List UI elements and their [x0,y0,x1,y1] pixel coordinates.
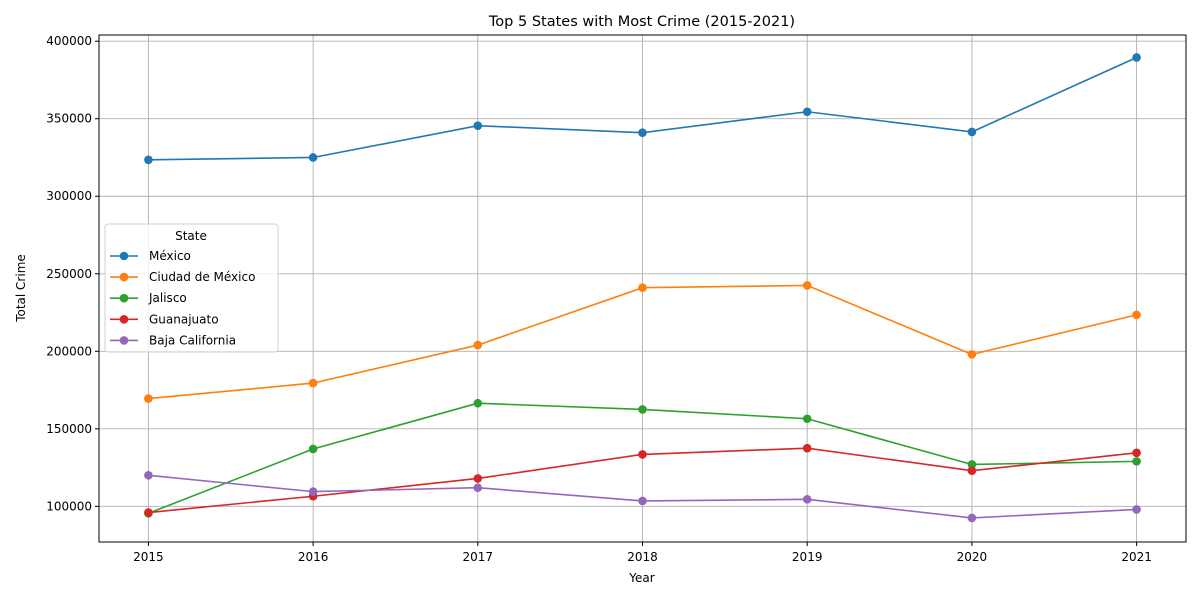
data-point [473,398,483,408]
legend: State México Ciudad de México Jalisco Guana… [104,223,279,353]
y-axis: 100000 150000 200000 250000 300000 350000 4000… [46,34,99,513]
data-point [967,466,977,475]
data-point [967,513,977,523]
data-point [473,474,483,483]
legend-item: Baja California [110,333,236,347]
data-point [308,487,318,496]
legend-label: Jalisco [148,291,187,305]
data-point [1132,457,1141,466]
data-point [638,128,647,137]
data-point [1132,505,1141,514]
x-tick-label: 2015 [133,550,164,564]
data-point [473,483,483,493]
legend-label: Guanajuato [149,312,219,326]
legend-marker [119,293,129,303]
x-tick-label: 2016 [298,550,329,564]
data-point [802,495,812,504]
series-layer [144,53,1141,523]
series-ciudad-de-méxico [144,281,1141,403]
series-baja-california [144,471,1141,523]
y-tick-label: 150000 [46,422,92,436]
data-point [638,450,647,459]
data-point [638,496,647,506]
data-point [144,155,153,165]
legend-title: State [175,229,207,243]
data-point [802,443,812,453]
y-axis-label: Total Crime [14,254,28,323]
data-point [1132,448,1141,458]
data-point [308,153,318,162]
data-point [473,340,483,350]
legend-label: Baja California [149,333,236,347]
legend-box [104,223,279,353]
y-tick-label: 400000 [46,34,92,48]
data-point [144,394,153,403]
x-tick-label: 2018 [627,550,658,564]
data-point [967,127,977,137]
data-point [802,107,812,117]
legend-label: México [149,249,191,263]
legend-label: Ciudad de México [149,270,255,284]
legend-marker [119,336,129,345]
data-point [144,471,153,480]
legend-marker [119,251,129,261]
x-tick-label: 2020 [957,550,988,564]
legend-item: Jalisco [110,291,187,305]
legend-item: Ciudad de México [110,270,255,284]
series-guanajuato [144,443,1141,517]
data-point [473,121,483,131]
legend-marker [119,315,129,324]
x-axis: 2015 2016 2017 2018 2019 2020 2021 [133,542,1152,564]
legend-item: Guanajuato [110,312,219,326]
data-point [967,460,977,469]
data-point [308,444,318,454]
data-point [638,283,647,293]
x-tick-label: 2021 [1121,550,1152,564]
data-point [967,350,977,359]
data-point [802,414,812,424]
x-tick-label: 2019 [792,550,823,564]
x-tick-label: 2017 [463,550,494,564]
legend-items: México Ciudad de México Jalisco Guanajuato B… [110,249,255,347]
data-point [144,508,153,517]
y-tick-label: 250000 [46,267,92,281]
grid [99,35,1186,542]
data-point [802,281,812,290]
series-méxico [144,53,1141,165]
chart-title: Top 5 States with Most Crime (2015-2021) [488,14,795,30]
x-axis-label: Year [628,571,654,585]
y-tick-label: 200000 [46,344,92,358]
y-tick-label: 100000 [46,499,92,513]
y-tick-label: 350000 [46,112,92,126]
legend-item: México [110,249,191,263]
legend-marker [119,272,129,282]
data-point [1132,53,1141,62]
data-point [638,405,647,414]
y-tick-label: 300000 [46,189,92,203]
data-point [1132,310,1141,320]
data-point [308,378,318,388]
